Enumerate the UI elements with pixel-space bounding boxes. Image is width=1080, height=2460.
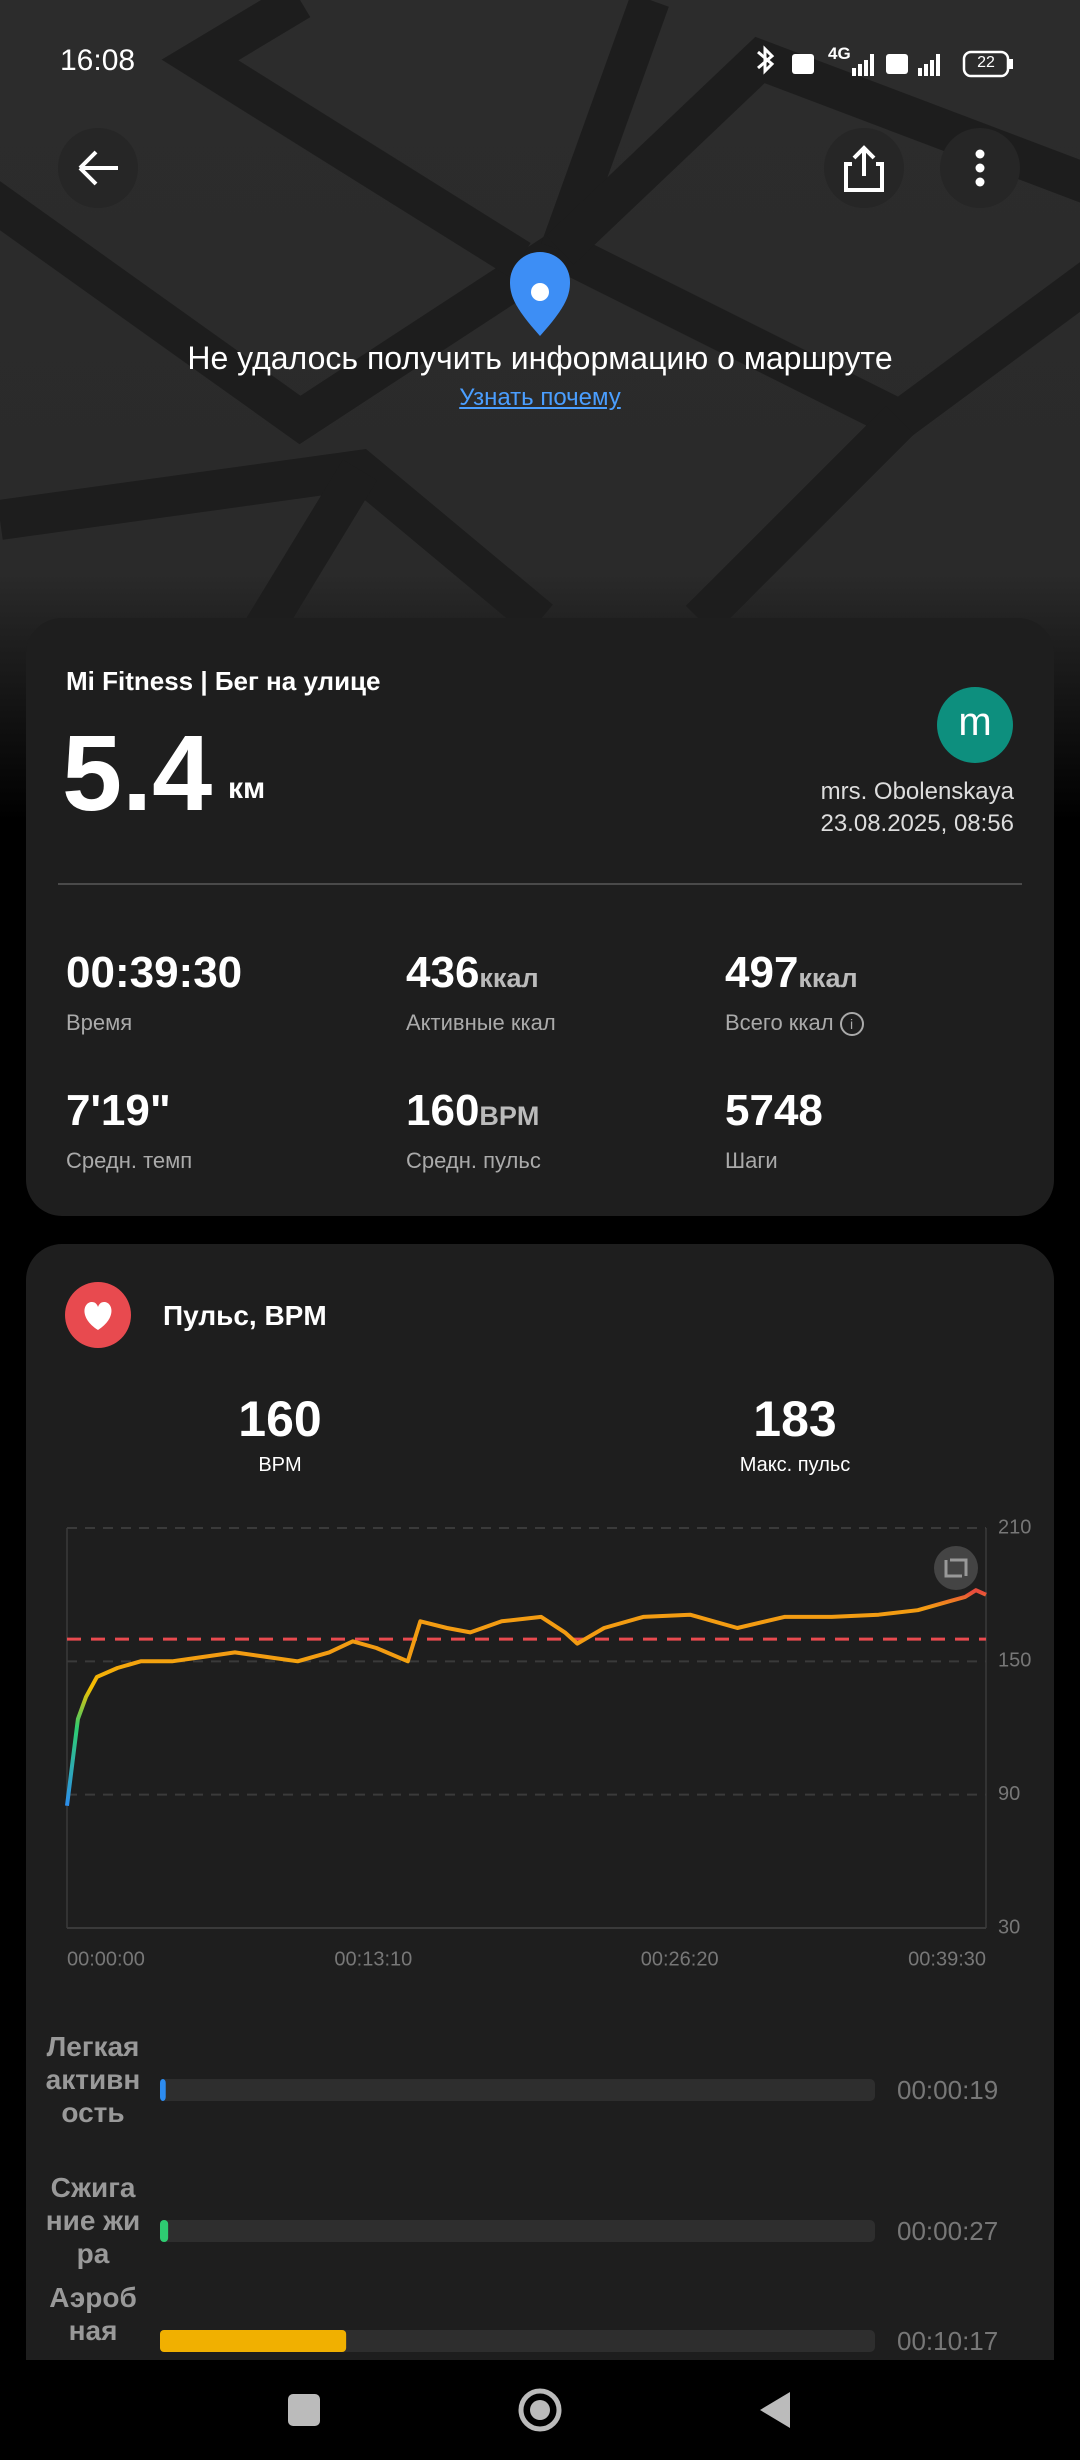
stat-value: 497ккал (725, 948, 858, 998)
map-controls (58, 128, 1020, 336)
info-icon: i (839, 1012, 864, 1037)
zone-bar (160, 2079, 166, 2101)
stat-number: 7'19" (66, 1086, 171, 1135)
stat-unit: BPM (479, 1101, 540, 1131)
stat-label: Время (66, 1010, 133, 1035)
summary-card: Mi Fitness | Бег на улице 5.4 км m mrs. … (26, 618, 1054, 1216)
zone-name: Сжигание жира (45, 2172, 141, 2269)
stat-label: Шаги (725, 1148, 778, 1173)
status-icons (757, 45, 1013, 78)
heart-rate-line (65, 1588, 987, 1807)
stat-value: 436ккал (406, 948, 539, 998)
heart-rate-card: Пульс, BPM 160 BPM 183 Макс. пульс (26, 1244, 1054, 2404)
stat-number: 5748 (725, 1086, 823, 1135)
stat-number: 497 (725, 948, 799, 997)
stat-value: 7'19" (66, 1086, 171, 1136)
y-tick-label: 30 (998, 1916, 1020, 1938)
home-button[interactable] (518, 2388, 562, 2432)
zone-duration: 00:10:17 (897, 2326, 998, 2356)
workout-title: Mi Fitness | Бег на улице (66, 666, 381, 696)
divider (58, 883, 1022, 885)
stat-label: Средн. пульс (406, 1148, 541, 1173)
zone-bar (160, 2220, 169, 2242)
recents-button[interactable] (288, 2394, 320, 2426)
avg-hr: 160 (238, 1391, 322, 1447)
zone-bar (160, 2330, 347, 2352)
zone-name: Легкая активность (45, 2031, 141, 2128)
stat-number: 436 (406, 948, 480, 997)
route-message: Не удалось получить информацию о маршрут… (187, 340, 893, 376)
stat-value: 00:39:30 (66, 948, 242, 998)
x-tick-label: 00:13:10 (334, 1948, 412, 1970)
avatar: m (937, 687, 1013, 763)
x-tick-label: 00:26:20 (641, 1948, 719, 1970)
status-network: 4G (828, 44, 851, 63)
avg-hr-label: BPM (258, 1454, 302, 1476)
heart-rate-title: Пульс, BPM (163, 1300, 327, 1331)
stat-label: Всего ккал i (725, 1010, 864, 1037)
y-tick-label: 210 (998, 1516, 1031, 1538)
distance: 5.4 (62, 712, 213, 833)
stat-number: 160 (406, 1086, 480, 1135)
stat-number: 00:39:30 (66, 948, 243, 997)
expand-button[interactable] (934, 1546, 978, 1590)
user-name: mrs. Obolenskaya (820, 778, 1014, 805)
back-nav-button[interactable] (760, 2392, 790, 2428)
stat-value: 5748 (725, 1086, 823, 1136)
battery-level: 22 (977, 54, 995, 71)
max-hr: 183 (753, 1391, 837, 1447)
y-tick-label: 90 (998, 1783, 1020, 1805)
stat-unit: ккал (798, 963, 858, 993)
stat-unit: ккал (479, 963, 539, 993)
stat-label: Активные ккал (406, 1010, 556, 1035)
zone-track (160, 2079, 875, 2101)
zone-name: Аэробная (49, 2282, 137, 2346)
distance-unit: км (228, 772, 266, 805)
route-link[interactable]: Узнать почему (459, 384, 621, 411)
x-tick-label: 00:00:00 (67, 1948, 145, 1970)
workout-date: 23.08.2025, 08:56 (820, 810, 1014, 837)
zone-duration: 00:00:19 (897, 2075, 998, 2105)
zone-track (160, 2220, 875, 2242)
status-time: 16:08 (60, 44, 136, 77)
stat-label: Средн. темп (66, 1148, 193, 1173)
x-tick-label: 00:39:30 (908, 1948, 986, 1970)
heart-icon (65, 1282, 131, 1348)
max-hr-label: Макс. пульс (739, 1454, 851, 1476)
stat-value: 160BPM (406, 1086, 539, 1136)
y-tick-label: 150 (998, 1650, 1031, 1672)
zone-duration: 00:00:27 (897, 2216, 998, 2246)
nav-bar (0, 2360, 1080, 2460)
